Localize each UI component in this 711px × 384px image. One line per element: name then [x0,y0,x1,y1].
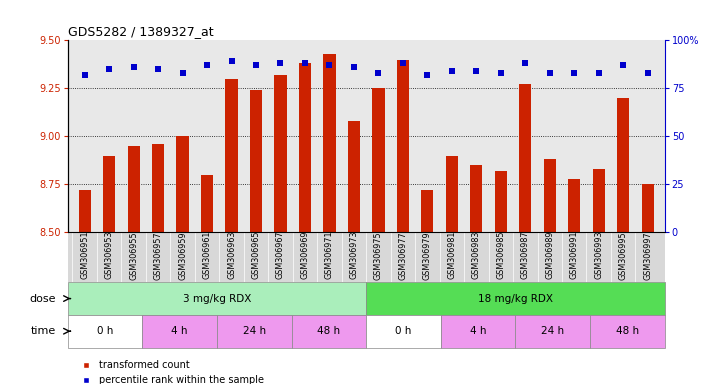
Point [593,70,604,76]
Bar [421,190,434,232]
Point [617,62,629,68]
Bar [373,88,385,232]
Bar [366,315,441,348]
Legend: transformed count, percentile rank within the sample: transformed count, percentile rank withi… [73,356,267,384]
Bar [544,159,556,232]
Bar [292,315,366,348]
Point [128,64,139,70]
Bar [495,171,507,232]
Bar [441,315,515,348]
Bar [397,60,409,232]
Point [177,70,188,76]
Point [495,70,506,76]
Bar [142,315,217,348]
Point [79,72,90,78]
Bar [176,136,188,232]
Text: 3 mg/kg RDX: 3 mg/kg RDX [183,293,251,304]
Bar [348,121,360,232]
Text: 4 h: 4 h [171,326,188,336]
Text: GDS5282 / 1389327_at: GDS5282 / 1389327_at [68,25,213,38]
Bar [592,169,605,232]
Point [569,70,580,76]
Point [397,60,409,66]
Point [471,68,482,74]
Point [152,66,164,72]
Bar [590,315,665,348]
Bar [515,315,590,348]
Text: 24 h: 24 h [541,326,565,336]
Bar [617,98,629,232]
Bar [68,315,142,348]
Point [104,66,115,72]
Point [422,72,433,78]
Bar [201,175,213,232]
Bar [103,156,115,232]
Point [250,62,262,68]
Bar [152,144,164,232]
Bar [324,54,336,232]
Bar [274,75,287,232]
Bar [299,63,311,232]
Bar [250,90,262,232]
Bar [217,315,292,348]
Point [226,58,237,65]
Point [201,62,213,68]
Bar [446,156,458,232]
Point [373,70,384,76]
Text: 0 h: 0 h [97,326,113,336]
Bar [470,165,483,232]
Text: time: time [31,326,55,336]
Bar [568,179,580,232]
Text: dose: dose [29,293,55,304]
Text: 0 h: 0 h [395,326,412,336]
Point [520,60,531,66]
Bar [68,282,366,315]
Text: 48 h: 48 h [616,326,639,336]
Bar [127,146,140,232]
Point [324,62,335,68]
Bar [78,190,91,232]
Bar [366,282,665,315]
Point [299,60,311,66]
Text: 48 h: 48 h [317,326,341,336]
Bar [641,184,654,232]
Text: 4 h: 4 h [470,326,486,336]
Point [446,68,457,74]
Text: 18 mg/kg RDX: 18 mg/kg RDX [478,293,553,304]
Point [544,70,555,76]
Point [642,70,653,76]
Point [348,64,360,70]
Point [275,60,287,66]
Text: 24 h: 24 h [242,326,266,336]
Bar [225,79,237,232]
Bar [519,84,531,232]
